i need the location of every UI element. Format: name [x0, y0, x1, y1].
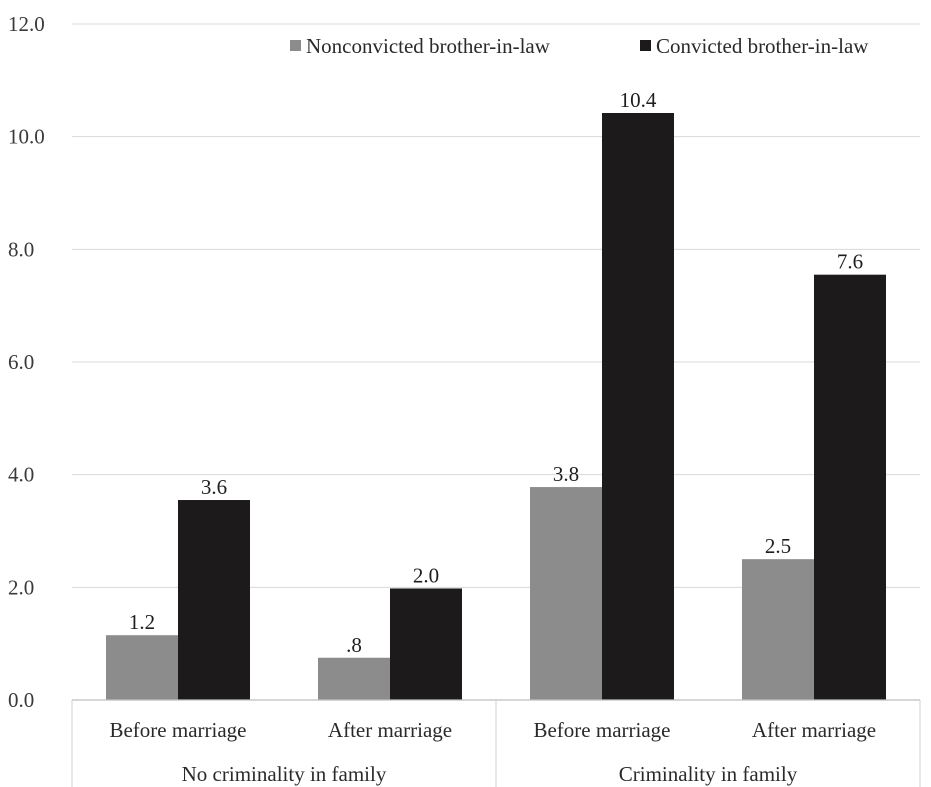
legend-swatch	[290, 40, 301, 51]
x-axis-category-labels: Before marriage After marriage Before marr…	[109, 718, 876, 742]
x-category-label: After marriage	[752, 718, 876, 742]
data-label: 7.6	[837, 250, 863, 274]
bar-nonconvicted	[742, 559, 814, 700]
bar-convicted	[814, 274, 886, 700]
bar-convicted	[390, 588, 462, 700]
x-category-label: After marriage	[328, 718, 452, 742]
data-labels: 1.2 .8 3.8 2.5 3.6 2.0 10.4 7.6	[129, 88, 863, 657]
data-label: 10.4	[620, 88, 657, 112]
bar-convicted	[178, 500, 250, 700]
data-label: .8	[346, 633, 362, 657]
y-tick-label: 12.0	[8, 12, 45, 36]
bar-nonconvicted	[530, 487, 602, 700]
data-label: 1.2	[129, 610, 155, 634]
x-axis	[71, 699, 921, 787]
x-category-label: Before marriage	[109, 718, 246, 742]
x-group-label: Criminality in family	[619, 762, 798, 786]
bar-convicted	[602, 113, 674, 701]
data-label: 2.0	[413, 563, 439, 587]
data-label: 3.8	[553, 462, 579, 486]
bar-nonconvicted	[318, 657, 390, 700]
x-axis-group-labels: No criminality in family Criminality in f…	[182, 762, 798, 786]
data-label: 2.5	[765, 534, 791, 558]
y-tick-label: 4.0	[8, 463, 34, 487]
bars	[106, 113, 886, 701]
y-tick-label: 0.0	[8, 688, 34, 712]
legend: Nonconvicted brother-in-law Convicted bro…	[290, 34, 869, 58]
y-tick-label: 2.0	[8, 575, 34, 599]
data-label: 3.6	[201, 475, 227, 499]
legend-label: Convicted brother-in-law	[656, 34, 869, 58]
y-tick-label: 6.0	[8, 350, 34, 374]
legend-swatch	[640, 40, 651, 51]
y-tick-label: 10.0	[8, 125, 45, 149]
x-category-label: Before marriage	[533, 718, 670, 742]
x-group-label: No criminality in family	[182, 762, 387, 786]
bar-nonconvicted	[106, 635, 178, 700]
y-tick-label: 8.0	[8, 237, 34, 261]
legend-label: Nonconvicted brother-in-law	[306, 34, 551, 58]
y-axis-tick-labels: 0.0 2.0 4.0 6.0 8.0 10.0 12.0	[8, 12, 45, 712]
